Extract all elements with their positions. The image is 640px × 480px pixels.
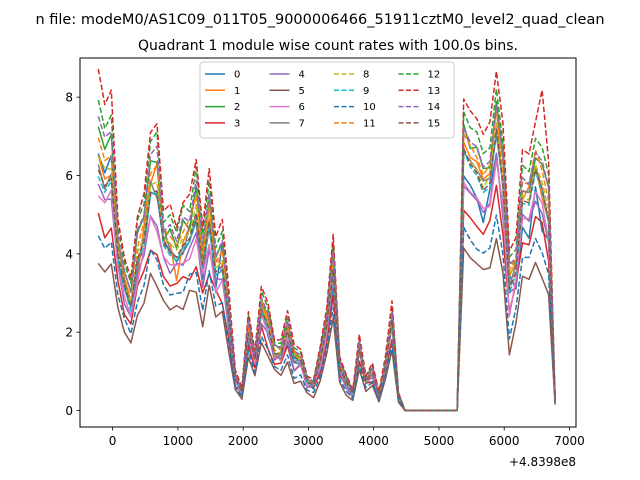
legend-label-1: 1 xyxy=(234,86,240,97)
x-offset-label: +4.8398e8 xyxy=(509,455,576,469)
series-line-14 xyxy=(97,105,556,412)
x-tick-label: 7000 xyxy=(554,434,585,448)
x-tick-label: 1000 xyxy=(163,434,194,448)
legend-label-4: 4 xyxy=(299,70,305,81)
x-tick-label: 4000 xyxy=(358,434,389,448)
legend-label-12: 12 xyxy=(428,70,441,81)
series-line-3 xyxy=(97,184,556,412)
series-line-6 xyxy=(97,159,556,412)
x-tick-label: 2000 xyxy=(228,434,259,448)
y-axis: 0 2 4 6 8 xyxy=(65,91,80,418)
x-tick-label: 3000 xyxy=(293,434,324,448)
legend-label-8: 8 xyxy=(363,70,369,81)
axes-frame xyxy=(79,57,577,428)
y-tick-label: 8 xyxy=(65,91,73,105)
legend-label-10: 10 xyxy=(363,102,376,113)
legend-label-5: 5 xyxy=(299,86,305,97)
series-line-12 xyxy=(97,88,556,412)
x-tick-label: 0 xyxy=(109,434,117,448)
legend-label-9: 9 xyxy=(363,86,369,97)
x-tick-label: 6000 xyxy=(489,434,520,448)
legend-label-2: 2 xyxy=(234,102,240,113)
legend-label-7: 7 xyxy=(299,118,305,129)
legend-label-14: 14 xyxy=(428,102,441,113)
legend-label-11: 11 xyxy=(363,118,376,129)
legend-label-6: 6 xyxy=(299,102,305,113)
x-tick-label: 5000 xyxy=(424,434,455,448)
series-line-13 xyxy=(97,68,556,412)
figure-suptitle: n file: modeM0/AS1C09_011T05_9000006466_… xyxy=(35,12,604,28)
legend-label-15: 15 xyxy=(428,118,441,129)
chart-title: Quadrant 1 module wise count rates with … xyxy=(138,38,518,54)
series-line-5 xyxy=(97,237,556,412)
y-tick-label: 6 xyxy=(65,169,73,183)
x-axis: 0 1000 2000 3000 4000 5000 6000 7000 xyxy=(109,427,585,448)
legend-label-0: 0 xyxy=(234,70,240,81)
y-tick-label: 4 xyxy=(65,247,73,261)
legend-label-13: 13 xyxy=(428,86,441,97)
y-tick-label: 0 xyxy=(65,404,73,418)
y-tick-label: 2 xyxy=(65,326,73,340)
series-layer xyxy=(97,68,556,412)
series-line-10 xyxy=(97,214,556,412)
series-line-15 xyxy=(97,128,556,412)
legend-frame xyxy=(199,61,455,139)
legend-label-3: 3 xyxy=(234,118,240,129)
